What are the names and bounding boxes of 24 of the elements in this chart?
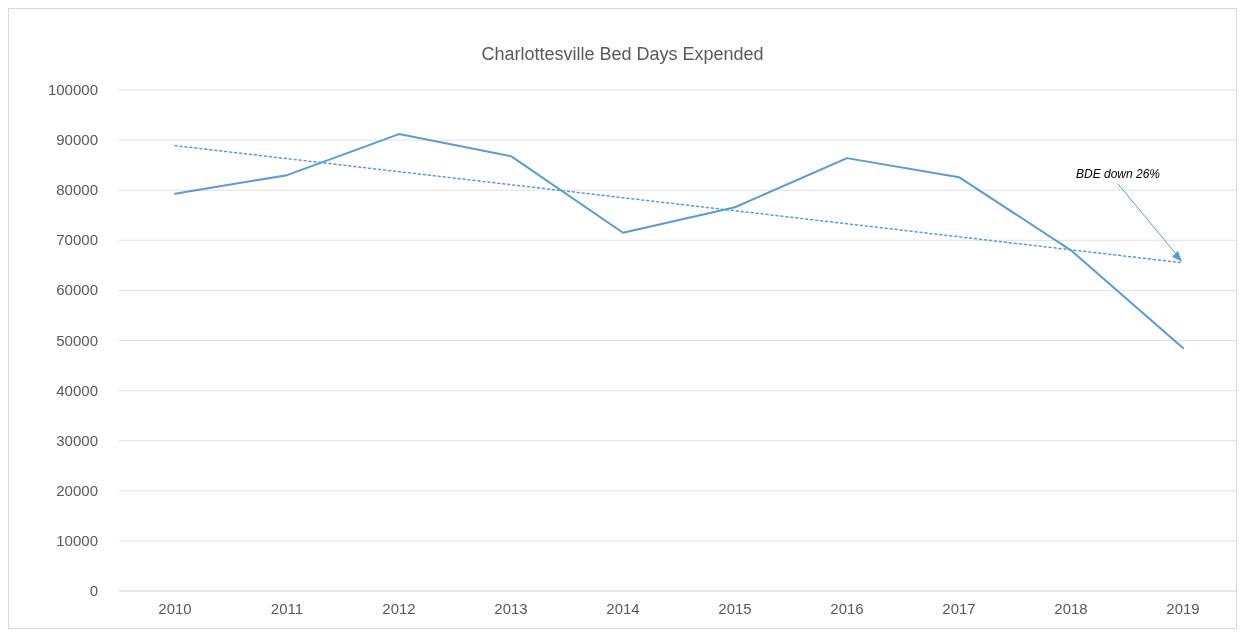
y-tick-label: 100000 — [47, 81, 98, 98]
x-tick-label: 2011 — [270, 600, 304, 617]
y-tick-label: 10000 — [56, 531, 98, 549]
line-series — [174, 133, 1184, 350]
y-tick-label: 90000 — [56, 131, 98, 149]
x-tick-label: 2016 — [830, 600, 864, 617]
x-tick-label: 2012 — [382, 600, 416, 617]
x-tick-label: 2013 — [494, 600, 528, 617]
annotation: BDE down 26% — [1075, 166, 1161, 181]
x-tick-label: 2014 — [606, 600, 640, 617]
x-tick-label: 2015 — [718, 600, 752, 617]
y-tick-label: 50000 — [56, 331, 98, 349]
y-tick-label: 70000 — [56, 231, 98, 249]
y-tick-label: 60000 — [56, 281, 98, 299]
y-tick-label: 0 — [89, 582, 98, 599]
x-tick-label: 2017 — [942, 600, 976, 617]
x-tick-label: 2010 — [158, 600, 192, 617]
chart-title: Charlottesville Bed Days Expended — [481, 44, 764, 64]
y-tick-label: 80000 — [56, 181, 98, 199]
y-tick-label: 40000 — [56, 381, 98, 399]
x-tick-label: 2019 — [1166, 600, 1200, 617]
y-tick-label: 30000 — [56, 431, 98, 449]
x-tick-label: 2018 — [1054, 600, 1088, 617]
y-tick-label: 20000 — [56, 481, 98, 499]
